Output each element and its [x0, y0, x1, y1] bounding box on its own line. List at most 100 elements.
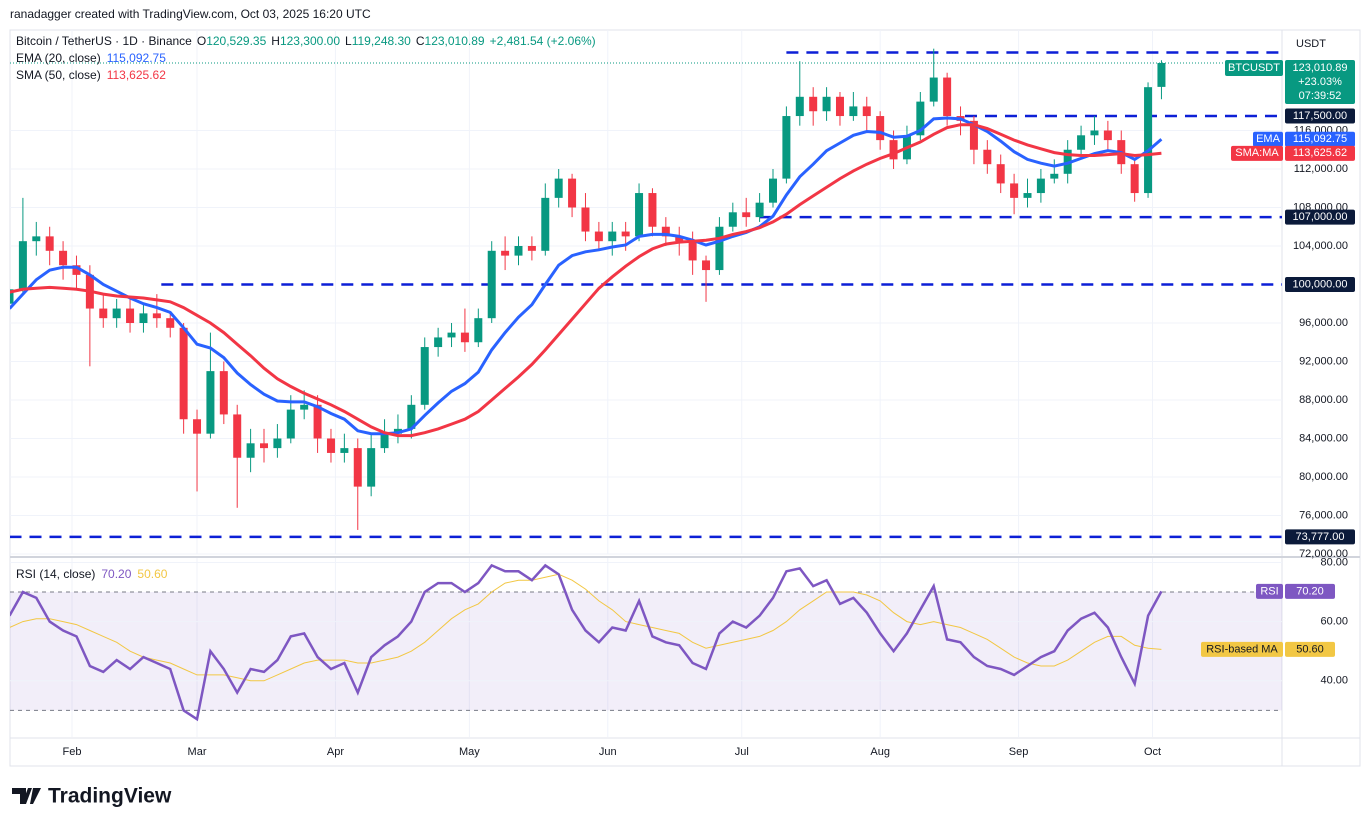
legend-item: 113,625.62 [107, 68, 166, 82]
candle-body [1036, 178, 1045, 194]
y-tick-label: 80,000.00 [1299, 471, 1348, 483]
legend-item: Bitcoin / TetherUS · 1D · Binance [16, 34, 192, 48]
candle-body [554, 178, 563, 198]
legend-item: RSI (14, close) [16, 567, 95, 581]
candle-body [246, 443, 255, 458]
y-tick-label: 92,000.00 [1299, 355, 1348, 367]
legend-item: 120,529.35 [206, 34, 266, 48]
y-tick-label: 112,000.00 [1294, 163, 1348, 175]
candle-body [219, 371, 228, 415]
series-value-tag-text: 115,092.75 [1293, 133, 1347, 145]
candle-body [460, 332, 469, 343]
level-tag [1285, 209, 1355, 225]
candle-body [648, 193, 657, 227]
candle-body [420, 347, 429, 405]
candle-body [835, 96, 844, 117]
ma-line [10, 116, 1163, 436]
candle-body [300, 404, 309, 410]
rsi-ma-value-tag-text: 50.60 [1296, 643, 1324, 655]
candle-body [59, 250, 68, 266]
candle-body [568, 178, 577, 208]
level-tag-text: 107,000.00 [1292, 211, 1347, 223]
ticker-tag-text: BTCUSDT [1228, 62, 1280, 74]
candle-body [10, 289, 14, 304]
candle-body [983, 149, 992, 165]
candle-body [152, 313, 161, 319]
x-tick-label: Mar [188, 746, 207, 758]
candle-body [326, 438, 335, 453]
candle-body [1144, 87, 1153, 194]
rsi-name-tag-text: RSI [1260, 585, 1278, 597]
series-name-tag [1231, 145, 1283, 161]
candle-body [474, 318, 483, 343]
legend-item: 115,092.75 [107, 51, 166, 65]
price-tag-change: +23.03% [1298, 76, 1342, 88]
x-tick-label: Sep [1009, 746, 1029, 758]
candle-body [541, 197, 550, 251]
legend-item: 123,300.00 [280, 34, 340, 48]
candle-body [260, 443, 268, 449]
level-tag-text: 117,500.00 [1293, 110, 1347, 122]
candle-body [702, 260, 711, 271]
x-tick-label: May [459, 746, 480, 758]
y-tick-label: 104,000.00 [1293, 240, 1348, 252]
candle-body [527, 245, 536, 251]
candle-body [233, 414, 242, 458]
candle-body [179, 327, 188, 420]
candle-body [166, 318, 175, 328]
level-tag [1285, 108, 1355, 124]
candle-body [608, 231, 617, 242]
logo [12, 788, 41, 804]
legend-item: 119,248.30 [352, 34, 411, 48]
rsi-value-tag-text: 70.20 [1296, 585, 1324, 597]
legend: RSI (14, close) 70.20 50.60 [16, 567, 168, 581]
rsi-name-tag [1256, 583, 1283, 599]
series-name-tag [1253, 131, 1283, 147]
candle-body [126, 308, 135, 323]
candle-body [353, 448, 362, 487]
candle-body [889, 140, 898, 160]
candle-body [1050, 173, 1059, 179]
candle-body [487, 250, 496, 319]
legend-item: 123,010.89 [425, 34, 485, 48]
candle-body [1023, 193, 1032, 198]
candle-body [876, 116, 885, 141]
candle-body [380, 433, 389, 449]
candle-body [407, 404, 416, 429]
candle-body [635, 193, 644, 237]
candle-body [996, 164, 1005, 184]
candle-body [447, 332, 456, 338]
rsi-line [10, 563, 1163, 722]
candle-body [514, 245, 523, 256]
candle-body [139, 313, 148, 323]
candle-body [1157, 63, 1166, 87]
candle-body [728, 212, 737, 227]
candle-body [929, 77, 938, 102]
rsi-ma-name-tag [1201, 641, 1283, 657]
candle-body [943, 77, 952, 117]
x-tick-label: Jul [735, 746, 749, 758]
legend: EMA (20, close) 115,092.75 [16, 51, 166, 65]
rsi-tick-label: 80.00 [1320, 556, 1348, 568]
candle-body [742, 212, 751, 218]
currency: USDT [1296, 38, 1326, 50]
candle-body [313, 404, 322, 439]
main-pane [10, 30, 1282, 555]
candle-body [755, 202, 764, 218]
price-tag-countdown: 07:39:52 [1299, 90, 1342, 102]
series-name-tag-text: SMA:MA [1235, 147, 1279, 159]
candle-body [1103, 130, 1112, 141]
y-tick-label: 84,000.00 [1299, 432, 1348, 444]
legend-item: C [416, 34, 425, 48]
legend-item: EMA (20, close) [16, 51, 101, 65]
x-tick-label: Jun [599, 746, 617, 758]
legend-item: 50.60 [137, 567, 167, 581]
ma-line [10, 123, 1162, 438]
candle-body [621, 231, 630, 237]
candle-body [273, 438, 282, 449]
credit: ranadagger created with TradingView.com,… [10, 7, 371, 21]
candle-body [501, 250, 510, 256]
legend-item: H [271, 34, 280, 48]
candle-body [1010, 183, 1019, 198]
